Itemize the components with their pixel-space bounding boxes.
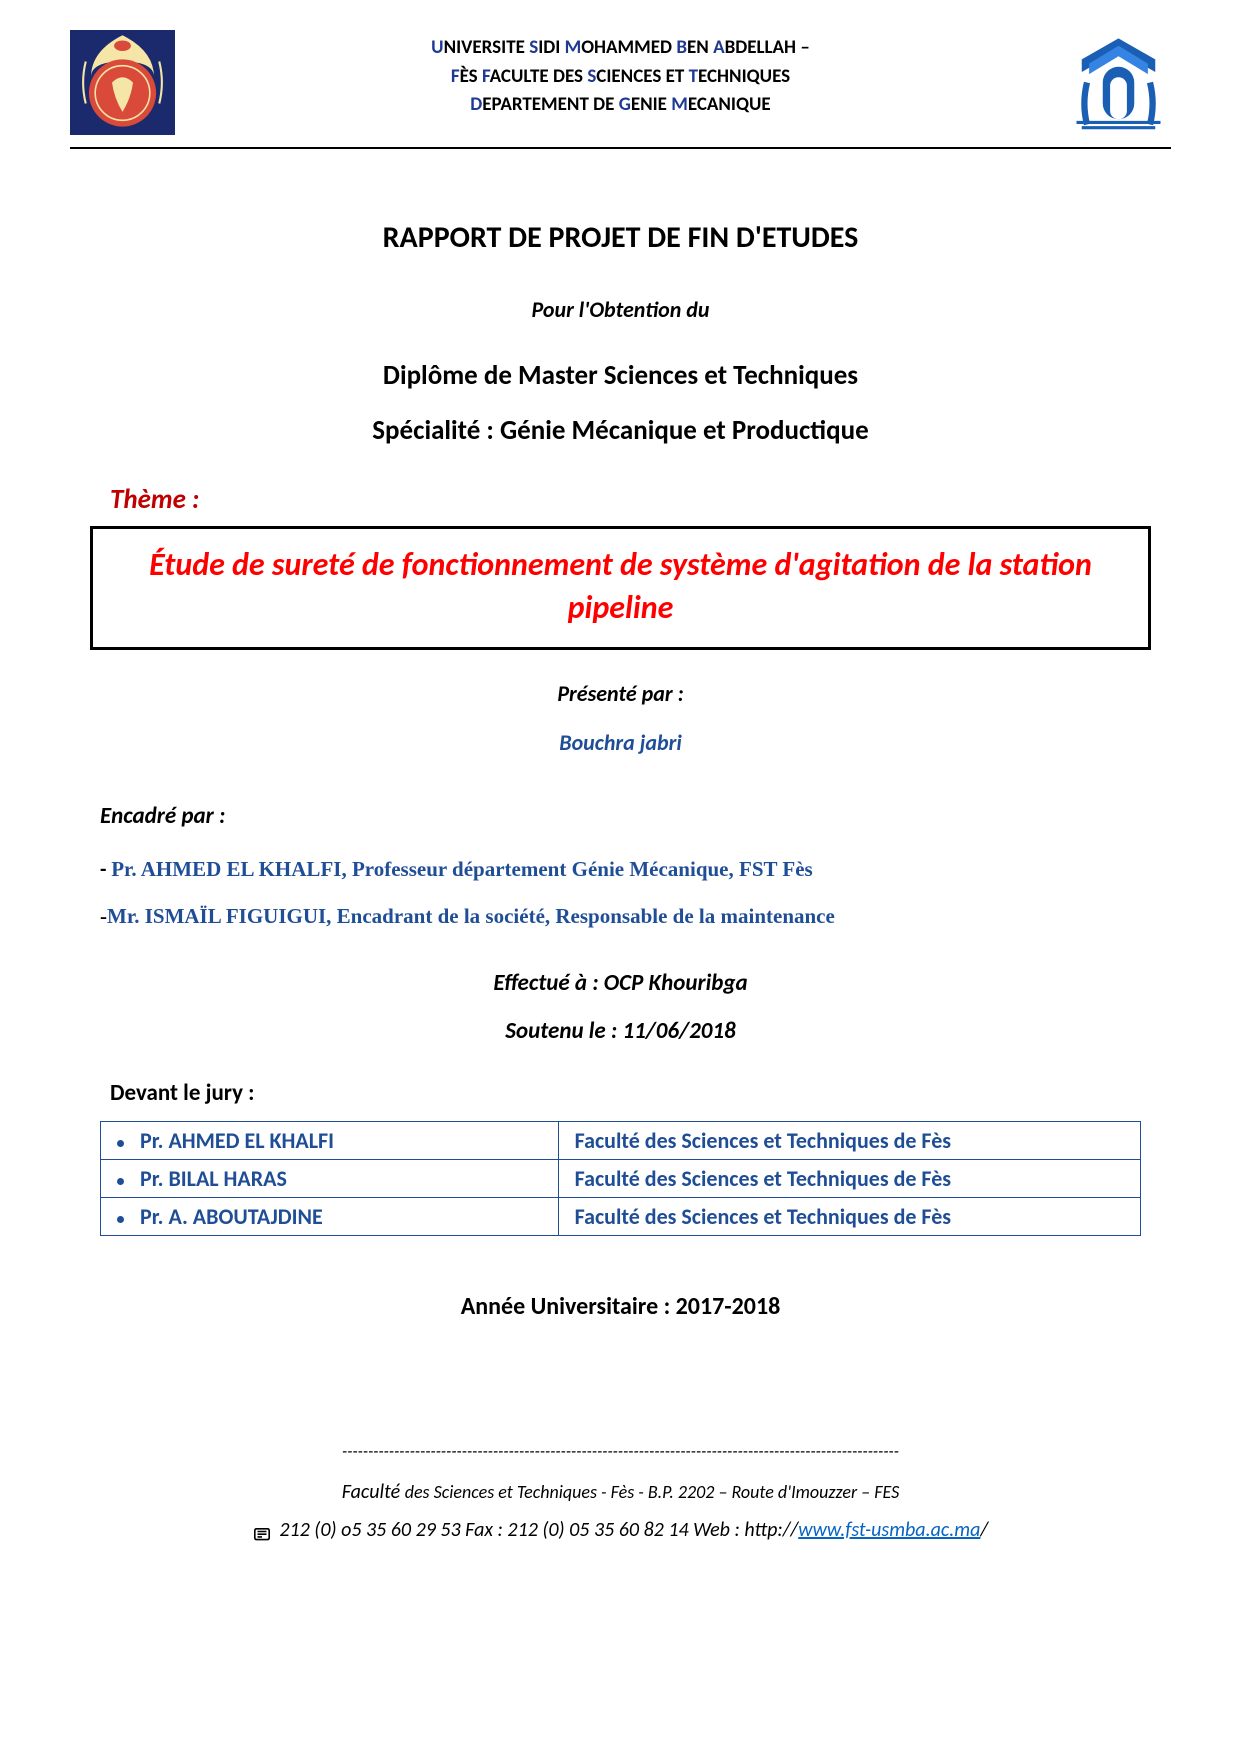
jury-affiliation-cell: Faculté des Sciences et Techniques de Fè… — [558, 1198, 1140, 1236]
theme-label: Thème : — [110, 483, 1171, 516]
bullet-icon — [117, 1216, 124, 1223]
jury-affiliation-cell: Faculté des Sciences et Techniques de Fè… — [558, 1122, 1140, 1160]
page-header: UNIVERSITE SIDI MOHAMMED BEN ABDELLAH – … — [70, 30, 1171, 149]
supervisor-2: -Mr. ISMAÏL FIGUIGUI, Encadrant de la so… — [100, 904, 1171, 929]
jury-name: Pr. BILAL HARAS — [140, 1165, 287, 1192]
footer-contact-text: 212 (0) o5 35 60 29 53 Fax : 212 (0) 05 … — [275, 1518, 798, 1542]
footer-faculty-label: Faculté — [342, 1480, 405, 1504]
report-title: RAPPORT DE PROJET DE FIN D'ETUDES — [70, 219, 1171, 256]
supervisor-1-text: Pr. AHMED EL KHALFI, Professeur départem… — [111, 857, 813, 881]
jury-name: Pr. A. ABOUTAJDINE — [140, 1203, 323, 1230]
jury-label: Devant le jury : — [110, 1079, 1171, 1107]
jury-name-cell: Pr. A. ABOUTAJDINE — [101, 1198, 559, 1236]
theme-text: Étude de sureté de fonctionnement de sys… — [113, 543, 1128, 629]
jury-row: Pr. A. ABOUTAJDINE Faculté des Sciences … — [101, 1198, 1141, 1236]
theme-box: Étude de sureté de fonctionnement de sys… — [90, 526, 1151, 650]
jury-name-cell: Pr. AHMED EL KHALFI — [101, 1122, 559, 1160]
jury-name: Pr. AHMED EL KHALFI — [140, 1127, 334, 1154]
jury-row: Pr. BILAL HARAS Faculté des Sciences et … — [101, 1160, 1141, 1198]
jury-affiliation-cell: Faculté des Sciences et Techniques de Fè… — [558, 1160, 1140, 1198]
presented-by-label: Présenté par : — [70, 680, 1171, 707]
jury-table: Pr. AHMED EL KHALFI Faculté des Sciences… — [100, 1121, 1141, 1236]
academic-year: Année Universitaire : 2017-2018 — [70, 1292, 1171, 1321]
header-institution-text: UNIVERSITE SIDI MOHAMMED BEN ABDELLAH – … — [175, 30, 1066, 120]
phone-icon — [253, 1524, 271, 1540]
header-line-1: UNIVERSITE SIDI MOHAMMED BEN ABDELLAH – — [175, 34, 1066, 63]
defense-date-line: Soutenu le : 11/06/2018 — [70, 1017, 1171, 1045]
faculty-logo-right — [1066, 30, 1171, 135]
footer-separator: ----------------------------------------… — [70, 1441, 1171, 1462]
footer-contact-suffix: / — [980, 1518, 988, 1542]
bullet-icon — [117, 1178, 124, 1185]
jury-row: Pr. AHMED EL KHALFI Faculté des Sciences… — [101, 1122, 1141, 1160]
author-name: Bouchra jabri — [70, 729, 1171, 756]
header-line-3: DEPARTEMENT DE GENIE MECANIQUE — [175, 91, 1066, 120]
bullet-icon — [117, 1140, 124, 1147]
footer-faculty-rest: des Sciences et Techniques - Fès - B.P. … — [405, 1481, 900, 1503]
location-line: Effectué à : OCP Khouribga — [70, 969, 1171, 997]
supervisor-1: - Pr. AHMED EL KHALFI, Professeur départ… — [100, 856, 1171, 882]
footer-contact: 212 (0) o5 35 60 29 53 Fax : 212 (0) 05 … — [70, 1518, 1171, 1542]
supervisor-2-text: Mr. ISMAÏL FIGUIGUI, Encadrant de la soc… — [107, 904, 835, 928]
footer-address: Faculté des Sciences et Techniques - Fès… — [70, 1480, 1171, 1504]
university-logo-left — [70, 30, 175, 135]
supervised-by-label: Encadré par : — [100, 802, 1171, 830]
header-line-2: FÈS FACULTE DES SCIENCES ET TECHNIQUES — [175, 63, 1066, 92]
specialty-line: Spécialité : Génie Mécanique et Producti… — [70, 414, 1171, 447]
jury-name-cell: Pr. BILAL HARAS — [101, 1160, 559, 1198]
degree-line: Diplôme de Master Sciences et Techniques — [70, 359, 1171, 392]
obtention-label: Pour l'Obtention du — [70, 296, 1171, 323]
footer-website-link[interactable]: www.fst-usmba.ac.ma — [798, 1518, 980, 1542]
